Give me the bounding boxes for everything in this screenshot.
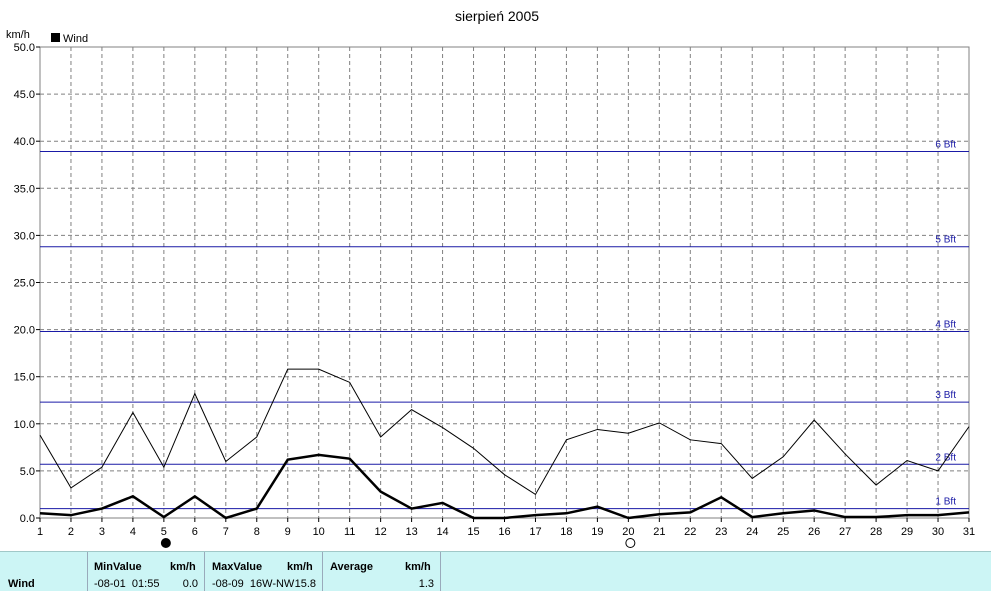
x-tick-label: 11 — [344, 526, 355, 538]
x-tick-label: 1 — [37, 526, 43, 538]
max-value: 15.8 — [294, 578, 316, 590]
wind-chart: sierpień 2005 km/h Wind 1 Bft 2 Bft 3 Bft 4… — [6, 8, 975, 548]
x-tick-label: 18 — [560, 526, 572, 538]
stats-min-cell: MinValue km/h -08-01 01:55 0.0 — [88, 552, 205, 591]
y-tick-label: 20.0 — [14, 325, 35, 337]
beaufort-label: 5 Bft — [935, 235, 956, 246]
new-moon-icon — [160, 538, 171, 548]
y-axis-unit: km/h — [6, 29, 30, 41]
y-tick-label: 15.0 — [14, 372, 35, 384]
stats-row-label: Wind — [8, 578, 35, 590]
avg-value: 1.3 — [418, 578, 434, 590]
x-tick-label: 27 — [839, 526, 851, 538]
chart-title: sierpień 2005 — [455, 8, 539, 24]
legend-label: Wind — [63, 33, 88, 45]
y-tick-label: 45.0 — [14, 89, 35, 101]
y-tick-label: 25.0 — [14, 278, 35, 290]
x-tick-label: 6 — [192, 526, 198, 538]
x-tick-label: 15 — [467, 526, 479, 538]
x-tick-label: 9 — [285, 526, 291, 538]
full-moon-icon — [625, 538, 636, 548]
x-tick-label: 4 — [130, 526, 136, 538]
max-unit: km/h — [287, 561, 313, 573]
min-header: MinValue — [94, 561, 142, 573]
y-tick-label: 30.0 — [14, 230, 35, 242]
legend-swatch — [51, 33, 60, 42]
beaufort-label: 6 Bft — [935, 140, 956, 151]
x-tick-label: 23 — [715, 526, 727, 538]
x-tick-label: 19 — [591, 526, 603, 538]
x-tick-label: 3 — [99, 526, 105, 538]
y-tick-label: 35.0 — [14, 183, 35, 195]
max-header: MaxValue — [212, 561, 263, 573]
y-tick-label: 10.0 — [14, 419, 35, 431]
stats-row-label-cell: Wind — [0, 552, 88, 591]
x-tick-label: 25 — [777, 526, 789, 538]
x-tick-label: 21 — [653, 526, 665, 538]
x-tick-label: 20 — [622, 526, 634, 538]
beaufort-label: 1 Bft — [935, 497, 956, 508]
min-unit: km/h — [170, 561, 196, 573]
max-wind-line — [39, 368, 970, 496]
x-tick-label: 7 — [223, 526, 229, 538]
y-tick-label: 5.0 — [20, 466, 35, 478]
x-tick-label: 13 — [405, 526, 417, 538]
x-tick-label: 22 — [684, 526, 696, 538]
x-tick-label: 26 — [808, 526, 820, 538]
x-tick-label: 31 — [963, 526, 975, 538]
x-tick-label: 2 — [68, 526, 74, 538]
min-value: 0.0 — [182, 578, 198, 590]
x-tick-label: 8 — [254, 526, 260, 538]
x-tick-label: 16 — [498, 526, 510, 538]
x-tick-label: 28 — [870, 526, 882, 538]
x-tick-label: 29 — [901, 526, 913, 538]
x-tick-label: 5 — [161, 526, 167, 538]
x-tick-label: 30 — [932, 526, 944, 538]
x-tick-label: 24 — [746, 526, 758, 538]
stats-max-cell: MaxValue km/h -08-09 16W-NW 15.8 — [205, 552, 323, 591]
x-tick-label: 10 — [313, 526, 325, 538]
y-tick-label: 50.0 — [14, 42, 35, 54]
beaufort-label: 2 Bft — [935, 452, 956, 463]
x-tick-label: 17 — [529, 526, 541, 538]
beaufort-label: 4 Bft — [935, 319, 956, 330]
x-tick-label: 12 — [375, 526, 387, 538]
x-tick-label: 14 — [436, 526, 448, 538]
y-tick-label: 0.0 — [20, 513, 35, 525]
max-when: -08-09 16W-NW — [212, 578, 295, 590]
y-tick-label: 40.0 — [14, 136, 35, 148]
avg-unit: km/h — [405, 561, 431, 573]
avg-header: Average — [330, 561, 374, 573]
stats-panel: Wind MinValue km/h -08-01 01:55 0.0 MaxV… — [0, 551, 991, 591]
min-when: -08-01 01:55 — [94, 578, 160, 590]
stats-avg-cell: Average km/h 1.3 — [323, 552, 441, 591]
beaufort-label: 3 Bft — [935, 390, 956, 401]
